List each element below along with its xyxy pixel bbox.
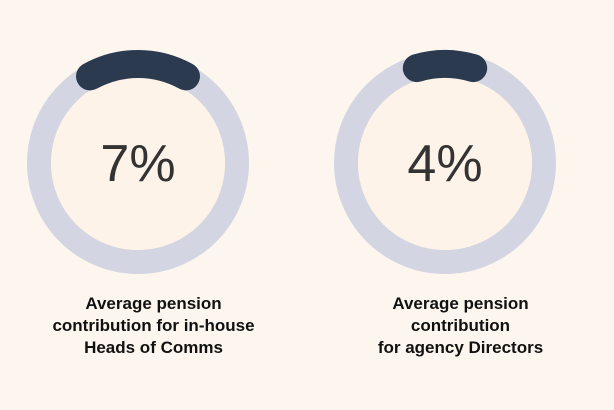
caption-line: contribution <box>410 316 511 335</box>
chart-panel-agency: 4% Average pension contribution for agen… <box>307 0 614 410</box>
donut-chart-inhouse: 7% <box>27 50 249 274</box>
donut-chart-agency: 4% <box>334 50 556 274</box>
chart-caption: Average pension contribution for agency … <box>307 293 614 359</box>
caption-line: contribution for in-house <box>52 316 255 335</box>
caption-line: for agency Directors <box>377 338 544 357</box>
caption-line: Heads of Comms <box>84 338 223 357</box>
value-label: 7% <box>100 135 175 193</box>
chart-panel-inhouse: 7% Average pension contribution for in-h… <box>0 50 307 359</box>
progress-arc <box>402 50 488 83</box>
ring-inner <box>51 76 225 250</box>
caption-line: Average pension <box>392 294 529 313</box>
progress-arc <box>76 50 200 91</box>
value-label: 4% <box>407 135 482 193</box>
ring-inner <box>358 76 532 250</box>
chart-caption: Average pension contribution for in-hous… <box>0 293 307 359</box>
caption-line: Average pension <box>85 294 222 313</box>
